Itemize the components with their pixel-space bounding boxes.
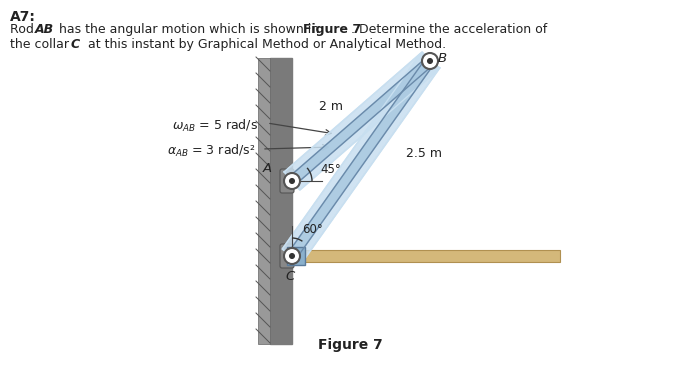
Text: 60°: 60° (302, 223, 323, 236)
Text: A7:: A7: (10, 10, 36, 24)
Polygon shape (284, 52, 438, 190)
Text: Figure 7: Figure 7 (318, 338, 382, 352)
Text: 2.5 m: 2.5 m (406, 147, 442, 160)
Circle shape (284, 248, 300, 264)
Text: at this instant by Graphical Method or Analytical Method.: at this instant by Graphical Method or A… (80, 38, 446, 51)
Text: AB: AB (35, 23, 54, 36)
Circle shape (289, 178, 295, 184)
Text: . Determine the acceleration of: . Determine the acceleration of (351, 23, 547, 36)
Bar (287, 247, 305, 265)
FancyBboxPatch shape (280, 244, 294, 268)
Text: A: A (263, 162, 272, 175)
Circle shape (289, 253, 295, 259)
Text: 2 m: 2 m (319, 100, 343, 113)
Bar (292, 250, 560, 262)
Circle shape (422, 53, 438, 69)
Text: Rod: Rod (10, 23, 38, 36)
Circle shape (427, 58, 433, 64)
Text: C: C (286, 270, 295, 283)
Bar (270, 58, 292, 344)
Circle shape (284, 173, 300, 189)
Text: B: B (438, 52, 447, 66)
Text: the collar: the collar (10, 38, 73, 51)
Text: has the angular motion which is shown in: has the angular motion which is shown in (55, 23, 323, 36)
Text: $\omega_{AB}$ = 5 rad/s: $\omega_{AB}$ = 5 rad/s (172, 118, 258, 134)
Bar (258, 58, 270, 344)
Polygon shape (288, 57, 433, 185)
Text: $\alpha_{AB}$ = 3 rad/s²: $\alpha_{AB}$ = 3 rad/s² (167, 143, 256, 159)
Text: C: C (71, 38, 80, 51)
FancyBboxPatch shape (280, 169, 294, 193)
Polygon shape (282, 54, 440, 263)
Text: 45°: 45° (320, 163, 341, 176)
Polygon shape (288, 58, 434, 259)
Text: Figure 7: Figure 7 (303, 23, 361, 36)
